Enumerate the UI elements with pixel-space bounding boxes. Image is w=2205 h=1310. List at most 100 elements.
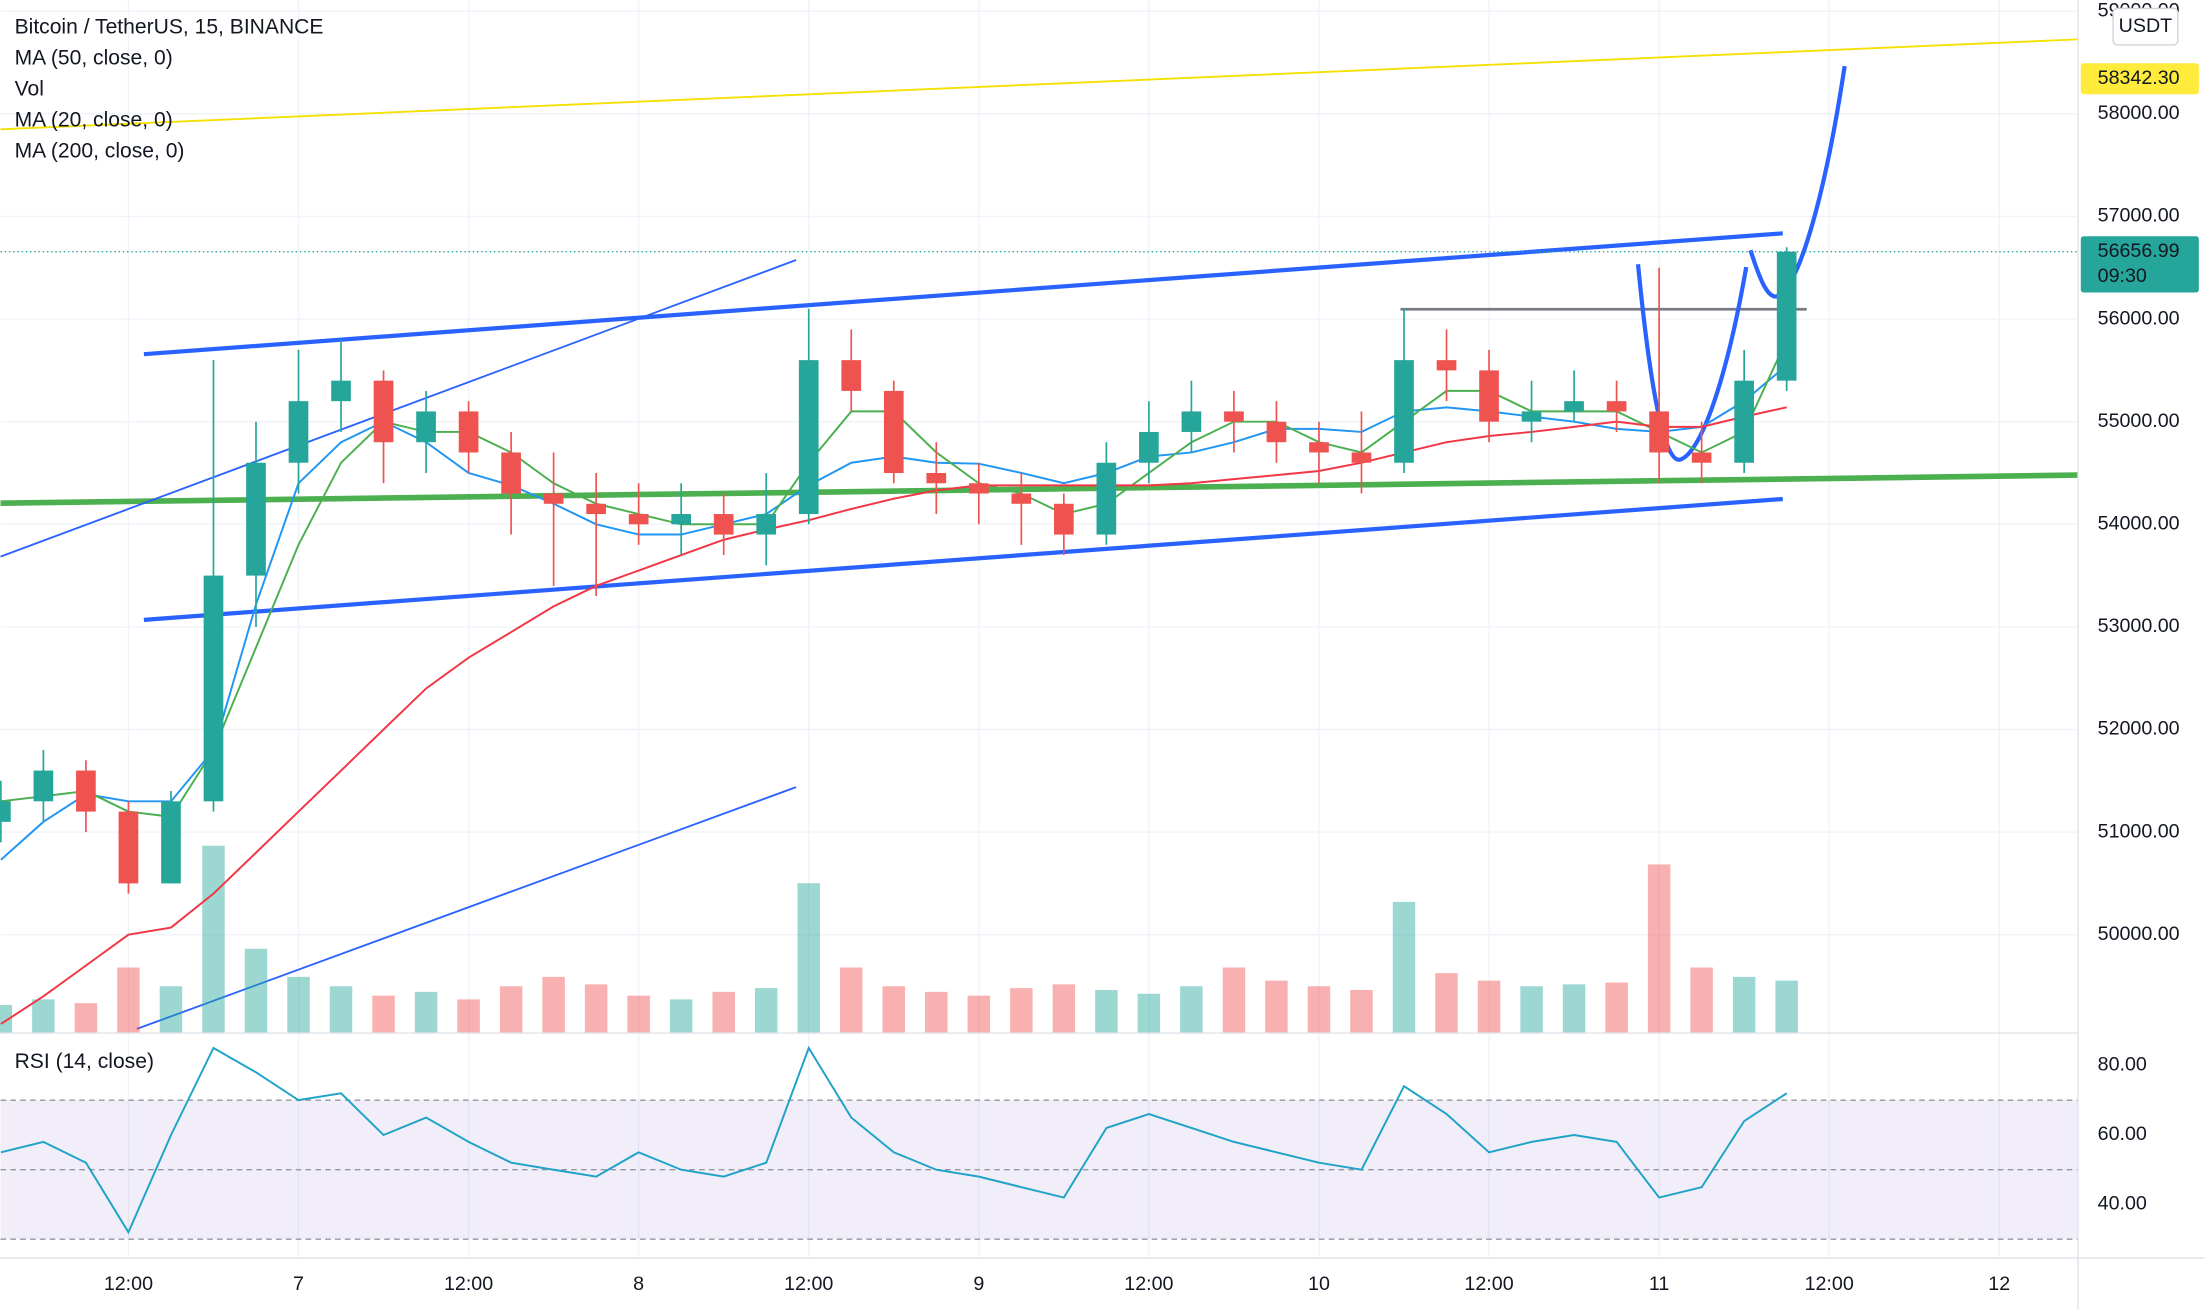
chart-title: Bitcoin / TetherUS, 15, BINANCE [15,16,324,39]
candle-body [0,801,11,822]
x-tick-label: 10 [1308,1273,1330,1295]
legend-entry: Vol [15,78,44,101]
x-tick-label: 7 [293,1273,304,1295]
y-tick-label: 51000.00 [2098,820,2180,842]
volume-bar [1095,989,1118,1034]
y-tick-label: 58000.00 [2098,102,2180,124]
grid [0,0,2078,1258]
plot [0,247,2078,1235]
candle-body [1096,462,1117,535]
candle-body [1479,370,1499,422]
candle-body [756,514,777,535]
candle-body [1691,452,1712,463]
candle-body [926,472,947,484]
volume-bar [840,967,863,1034]
candle-body [1606,401,1627,412]
y-tick-label: 50000.00 [2098,923,2180,945]
volume-bar [627,995,650,1034]
candle-body [1734,380,1754,463]
candle-body [501,452,521,494]
volume-bar [74,1003,98,1034]
last-price-label: 56656.99 [2098,240,2180,262]
volume-bar [1435,973,1458,1034]
trend-line [136,786,797,1030]
y-tick-label: 53000.00 [2098,615,2180,637]
volume-bar [1690,967,1713,1034]
candle-body [161,801,181,884]
x-tick-label: 12:00 [784,1273,833,1295]
candle-body [1351,452,1372,463]
rsi-tick-label: 60.00 [2098,1123,2147,1145]
drawings [0,38,2079,1030]
volume-bar [542,976,565,1034]
currency-box [2112,7,2179,46]
candle-body [288,401,309,463]
countdown: 09:30 [2098,265,2147,287]
volume-bar [0,1004,13,1034]
x-tick-label: 8 [633,1273,644,1295]
legend-entry: MA (50, close, 0) [15,47,173,70]
candle-body [458,411,479,453]
candle-body [246,462,266,576]
candle-body [671,514,692,525]
candle-body [798,360,819,515]
volume-bar [1222,967,1246,1034]
candle-body [968,483,989,494]
candle-body [1266,421,1287,443]
candle-body [33,770,54,802]
candle-body [1139,431,1159,463]
candle-body [118,811,139,884]
legend-entry: MA (200, close, 0) [15,139,185,162]
rsi-line [0,1045,1788,1235]
volume-bar [117,967,140,1034]
x-tick-label: 12:00 [444,1273,493,1295]
candle-body [713,514,734,535]
x-tick-label: 12:00 [104,1273,153,1295]
candle-body [416,411,436,443]
volume-bar [244,948,268,1034]
volume-bar [584,984,608,1034]
labels: Bitcoin / TetherUS, 15, BINANCE RSI (14,… [15,0,2199,1295]
volume-bar [1392,901,1416,1034]
volume-bar [754,988,778,1034]
x-tick-label: 12:00 [1124,1273,1173,1295]
volume-bar [1350,989,1373,1034]
volume-bar [1605,982,1628,1034]
volume-bar [1010,988,1033,1034]
x-tick-label: 12:00 [1805,1273,1854,1295]
volume-bar [1477,980,1501,1034]
trend-line [0,259,797,558]
volume-bar [967,995,991,1034]
volume-bar [159,986,183,1034]
x-tick-label: 9 [973,1273,984,1295]
volume-bar [372,995,395,1034]
candle-body [841,360,862,391]
x-tick-label: 12 [1988,1273,2010,1295]
rsi-tick-label: 40.00 [2098,1193,2147,1215]
volume-bar [499,986,523,1034]
volume-bar [669,999,693,1034]
y-tick-label: 55000.00 [2098,410,2180,432]
volume-bar [1520,986,1543,1034]
candle-body [331,380,351,402]
volume-bar [925,991,948,1034]
volume-bar [202,845,225,1034]
legend-entry: MA (20, close, 0) [15,108,173,131]
channel-bottom [143,496,1783,622]
volume-bar [1052,984,1076,1034]
candle-body [1224,411,1244,422]
candle-body [373,380,394,443]
candle-body [203,575,224,802]
x-tick-label: 12:00 [1464,1273,1513,1295]
support-line [0,472,2079,507]
rsi-legend: RSI (14, close) [15,1050,154,1073]
price-label: 58342.30 [2098,67,2180,89]
price-label-box [2080,63,2199,95]
volume-bar [712,991,735,1034]
candle-body [1011,493,1032,504]
volume-bar [1180,986,1203,1034]
rsi-tick-label: 80.00 [2098,1054,2147,1076]
volume-bar [329,986,353,1034]
y-tick-label: 56000.00 [2098,307,2180,329]
